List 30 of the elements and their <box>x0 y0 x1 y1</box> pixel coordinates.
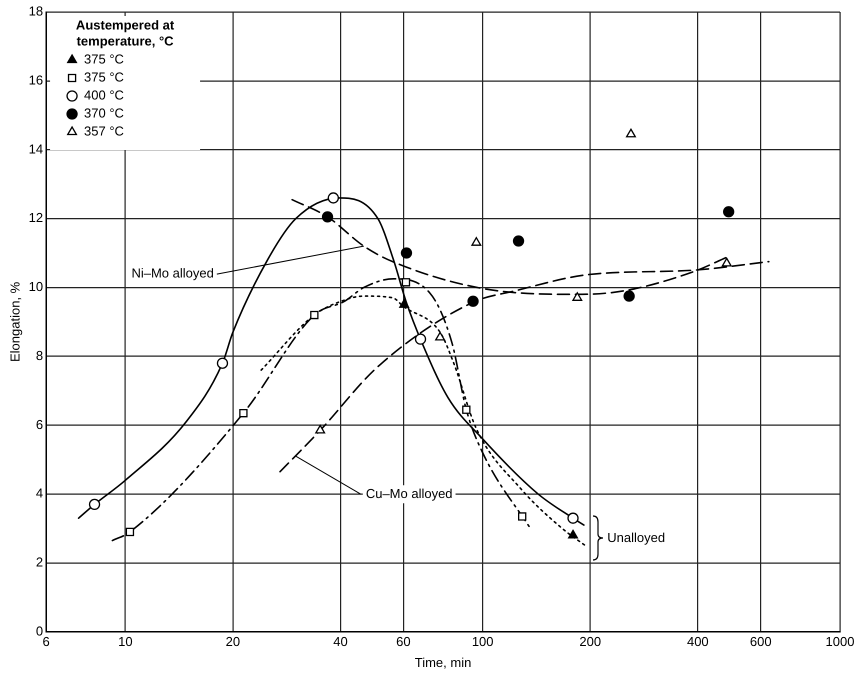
y-tick-label: 0 <box>36 623 44 638</box>
y-tick-label: 10 <box>28 279 44 294</box>
y-tick-label: 2 <box>36 554 44 570</box>
y-axis-title: Elongation, % <box>7 281 22 362</box>
y-tick-label: 14 <box>28 141 44 156</box>
y-tick-label: 6 <box>36 416 44 432</box>
legend-label: 370 °C <box>84 106 124 121</box>
y-tick-label: 18 <box>28 4 44 19</box>
legend-label: 357 °C <box>84 124 124 139</box>
x-tick-label: 1000 <box>826 634 854 650</box>
x-tick-label: 40 <box>333 634 348 650</box>
y-tick-label: 16 <box>28 72 44 88</box>
x-tick-label: 20 <box>226 634 240 650</box>
x-tick-label: 200 <box>579 634 602 650</box>
legend-label: 375 °C <box>84 52 124 67</box>
x-tick-label: 100 <box>472 634 494 650</box>
x-tick-label: 10 <box>118 634 133 650</box>
x-tick-label: 600 <box>750 634 772 650</box>
annotation: Cu–Mo alloyed <box>366 486 453 501</box>
x-axis-title: Time, min <box>414 654 472 670</box>
annotation: Ni–Mo alloyed <box>131 266 214 281</box>
annotation: Unalloyed <box>607 530 666 546</box>
y-tick-label: 4 <box>36 486 44 501</box>
y-tick-label: 12 <box>28 210 44 226</box>
legend-label: 400 °C <box>84 88 124 103</box>
x-tick-label: 60 <box>396 634 411 650</box>
legend-label: 375 °C <box>84 70 124 85</box>
y-tick-label: 8 <box>36 348 44 363</box>
x-tick-label: 400 <box>686 634 709 650</box>
legend-title: Austempered at temperature, °C <box>76 18 175 49</box>
